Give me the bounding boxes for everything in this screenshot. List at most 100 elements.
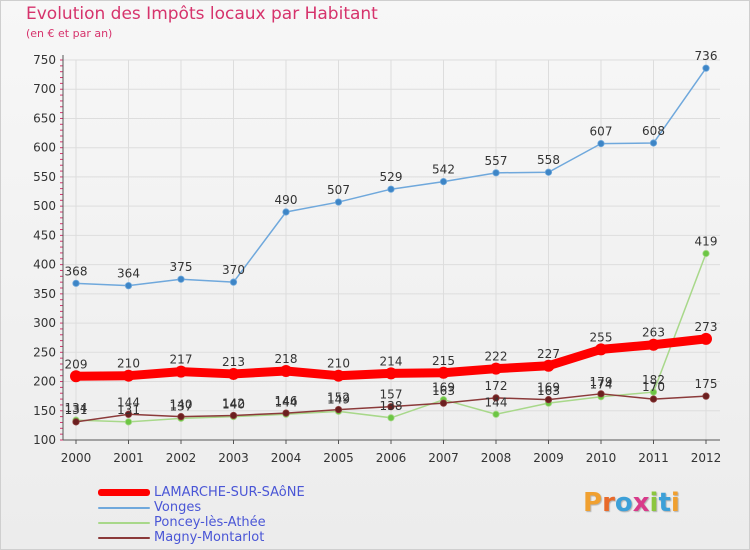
data-point [122, 369, 135, 382]
data-point [492, 169, 500, 177]
data-label: 169 [537, 381, 560, 395]
data-label: 138 [380, 399, 403, 413]
data-label: 140 [170, 398, 193, 412]
data-point [647, 338, 660, 351]
data-label: 210 [327, 357, 350, 371]
data-label: 557 [485, 154, 508, 168]
data-point [124, 282, 133, 290]
x-tick-label: 2012 [691, 451, 722, 465]
data-label: 149 [327, 392, 350, 406]
data-point [544, 396, 553, 404]
y-tick-label: 400 [33, 258, 56, 272]
data-point [334, 198, 343, 206]
y-tick-label: 550 [33, 170, 56, 184]
data-label: 142 [222, 396, 245, 410]
data-point [70, 370, 82, 383]
data-point [280, 365, 292, 378]
data-point [702, 249, 710, 258]
data-point [649, 139, 658, 147]
logo-letter: t [658, 488, 671, 518]
data-label: 215 [432, 354, 455, 368]
data-label: 140 [222, 398, 245, 412]
data-label: 152 [327, 391, 350, 405]
data-point [597, 390, 605, 398]
data-label: 144 [485, 395, 508, 409]
data-point [229, 411, 238, 420]
data-point [124, 410, 133, 418]
y-tick-label: 250 [33, 345, 56, 359]
data-point [387, 403, 395, 411]
data-point [700, 332, 712, 345]
data-label: 736 [695, 49, 718, 63]
x-tick-label: 2007 [428, 451, 459, 465]
y-tick-label: 650 [33, 111, 56, 125]
data-label: 131 [65, 403, 88, 417]
data-point [544, 168, 553, 176]
data-point [334, 405, 343, 414]
data-point [649, 388, 658, 396]
data-label: 375 [170, 260, 193, 274]
x-tick-label: 2004 [271, 451, 302, 465]
x-tick-label: 2006 [376, 451, 407, 465]
data-label: 172 [485, 379, 508, 393]
data-point [439, 178, 448, 186]
data-point [177, 413, 185, 421]
x-tick-label: 2010 [586, 451, 617, 465]
data-point [702, 392, 710, 400]
data-label: 175 [695, 377, 718, 391]
legend-item-magny: Magny-Montarlot [98, 530, 305, 545]
legend-item-poncey: Poncey-lès-Athée [98, 515, 305, 530]
data-point [649, 395, 658, 403]
data-point [229, 278, 238, 286]
data-point [492, 394, 500, 402]
legend-swatch-magny [98, 536, 150, 539]
data-label: 529 [380, 170, 403, 184]
x-tick-label: 2011 [638, 451, 669, 465]
data-label: 174 [590, 378, 613, 392]
data-label: 364 [117, 267, 140, 281]
data-point [282, 208, 290, 216]
legend-item-lamarche: LAMARCHE-SUR-SAôNE [98, 485, 305, 500]
y-tick-label: 500 [33, 199, 56, 213]
legend-swatch-poncey [98, 521, 150, 524]
logo-letter: P [583, 488, 603, 518]
x-tick-label: 2002 [166, 451, 197, 465]
data-label: 490 [275, 193, 298, 207]
logo-letter: x [632, 488, 650, 518]
data-label: 131 [117, 403, 140, 417]
data-point [332, 369, 345, 382]
data-label: 227 [537, 347, 560, 361]
data-point [437, 366, 450, 379]
data-label: 368 [65, 264, 88, 278]
data-label: 214 [380, 354, 403, 368]
y-tick-label: 350 [33, 287, 56, 301]
y-tick-label: 700 [33, 82, 56, 96]
data-label: 146 [275, 394, 298, 408]
y-tick-label: 750 [33, 53, 56, 67]
data-point [439, 399, 448, 407]
legend-swatch-lamarche [98, 489, 150, 496]
data-label: 213 [222, 355, 245, 369]
data-point [282, 409, 290, 417]
data-label: 144 [275, 395, 298, 409]
data-point [387, 185, 395, 193]
data-label: 419 [695, 235, 718, 249]
data-label: 542 [432, 163, 455, 177]
data-point [387, 414, 395, 422]
legend-label-magny: Magny-Montarlot [154, 530, 265, 545]
data-label: 144 [117, 395, 140, 409]
x-tick-label: 2000 [61, 451, 92, 465]
y-tick-label: 450 [33, 228, 56, 242]
x-tick-label: 2009 [533, 451, 564, 465]
data-point [490, 362, 502, 375]
data-label: 217 [170, 353, 193, 367]
legend-label-poncey: Poncey-lès-Athée [154, 515, 266, 530]
data-label: 607 [590, 125, 613, 139]
x-tick-label: 2001 [113, 451, 144, 465]
data-label: 163 [432, 384, 455, 398]
data-label: 507 [327, 183, 350, 197]
data-label: 255 [590, 330, 613, 344]
chart-legend: LAMARCHE-SUR-SAôNE Vonges Poncey-lès-Ath… [98, 485, 305, 545]
proxiti-logo: Proxiti [583, 488, 680, 518]
